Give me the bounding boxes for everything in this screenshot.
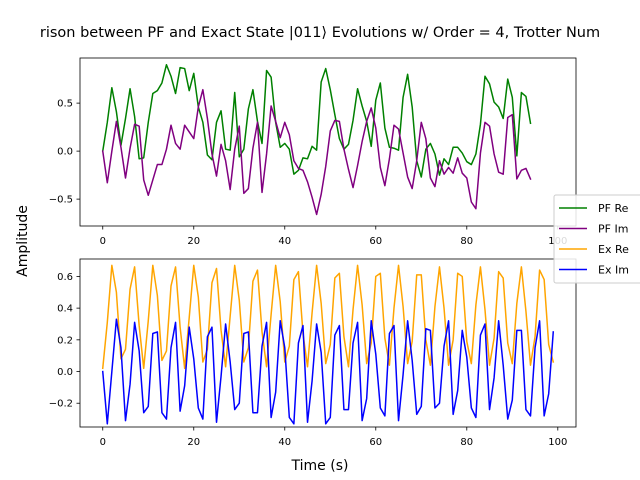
x-tick-label: 0 <box>100 437 106 448</box>
legend-label: PF Re <box>598 202 629 215</box>
axes-frame <box>79 57 577 227</box>
legend-label: Ex Re <box>598 243 629 256</box>
y-tick-label: 0.2 <box>57 335 73 346</box>
y-tick-label: 0.6 <box>57 272 73 283</box>
x-tick-label: 60 <box>369 236 382 247</box>
y-axis-label: Amplitude <box>15 205 31 277</box>
series-line-ex-im <box>101 318 555 425</box>
y-tick-label: 0.0 <box>57 367 73 378</box>
x-tick-label: 60 <box>369 437 382 448</box>
x-tick-label: 80 <box>460 437 473 448</box>
y-tick-label: 0.4 <box>57 304 73 315</box>
legend-label: Ex Im <box>598 264 629 277</box>
series-line-ex-re <box>101 264 555 370</box>
series-line-pf-im <box>101 88 532 216</box>
y-tick-label: 0.5 <box>57 99 73 110</box>
panel-bottom: 0 20 40 60 80 100 −0.2 0.0 0.2 0.4 0.6 <box>49 258 577 448</box>
legend-label: PF Im <box>598 223 628 236</box>
x-axis-label: Time (s) <box>291 458 349 474</box>
x-tick-label: 0 <box>100 236 106 247</box>
chart-title: rison between PF and Exact State |011⟩ E… <box>40 25 600 41</box>
x-tick-label: 100 <box>548 437 567 448</box>
y-tick-label: −0.5 <box>49 195 73 206</box>
legend-box <box>553 194 640 284</box>
x-tick-label: 40 <box>278 236 291 247</box>
x-tick-label: 40 <box>278 437 291 448</box>
y-tick-label: 0.0 <box>57 147 73 158</box>
x-tick-label: 80 <box>460 236 473 247</box>
series-line-pf-re <box>101 63 532 178</box>
x-tick-label: 20 <box>187 236 200 247</box>
legend: PF Re PF Im Ex Re Ex Im <box>553 194 640 284</box>
y-tick-label: −0.2 <box>49 399 73 410</box>
axes-frame <box>79 258 577 428</box>
x-tick-label: 20 <box>187 437 200 448</box>
